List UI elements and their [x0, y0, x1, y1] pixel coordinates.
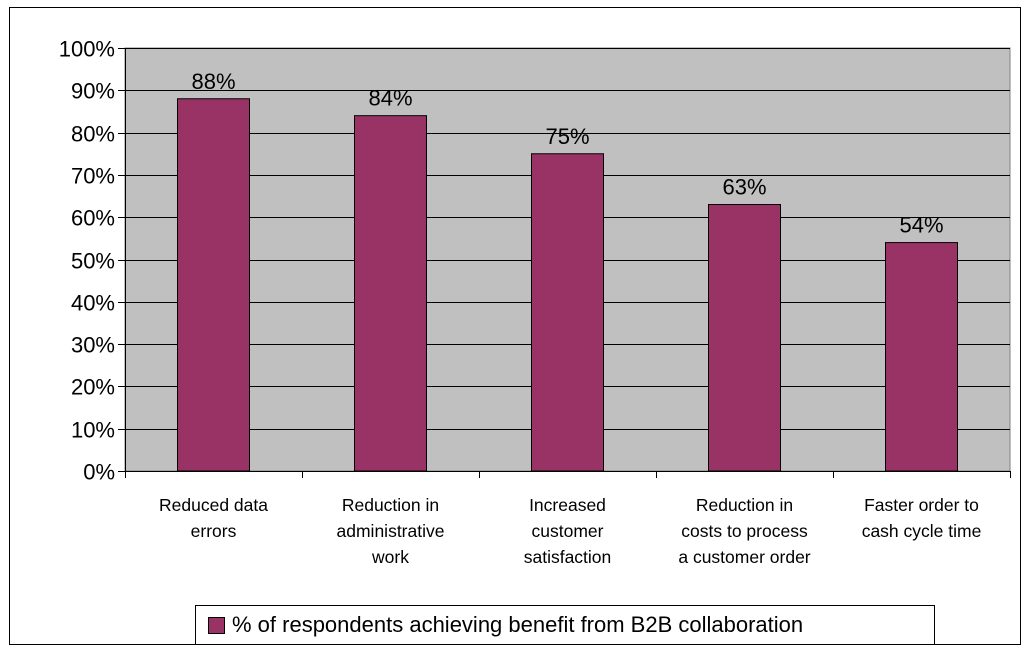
y-tick-label: 100% [59, 37, 115, 62]
y-tick-label: 40% [71, 291, 115, 316]
axes [118, 48, 1011, 478]
data-label: 75% [545, 124, 589, 149]
legend-swatch [208, 616, 225, 634]
data-label: 88% [191, 69, 235, 94]
category-label: work [371, 547, 409, 567]
category-label: administrative [337, 521, 445, 541]
bar [177, 98, 250, 472]
y-tick-label: 90% [71, 79, 115, 104]
y-tick-label: 20% [71, 375, 115, 400]
data-label: 54% [899, 213, 943, 238]
y-tick-label: 10% [71, 418, 115, 443]
y-tick-label: 80% [71, 122, 115, 147]
category-label: costs to process [681, 521, 808, 541]
category-label: cash cycle time [862, 521, 982, 541]
category-label: errors [191, 521, 237, 541]
data-label: 84% [368, 86, 412, 111]
data-label: 63% [722, 175, 766, 200]
labels: 0% 10% 20% 30% 40% 50% 60% 70% 80% 90% 100% 88% Redu… [59, 37, 982, 568]
y-tick-label: 0% [83, 460, 115, 485]
y-tick-label: 30% [71, 333, 115, 358]
y-tick-label: 50% [71, 249, 115, 274]
category-label: Reduction in [342, 495, 439, 515]
category-label: Faster order to [864, 495, 979, 515]
category-label: customer [532, 521, 604, 541]
category-label: a customer order [678, 547, 810, 567]
bar [885, 242, 958, 472]
category-label: Reduced data [159, 495, 268, 515]
bar [354, 115, 427, 472]
category-label: Reduction in [696, 495, 793, 515]
category-label: Increased [529, 495, 606, 515]
y-tick-label: 60% [71, 206, 115, 231]
bar [708, 204, 781, 472]
legend: % of respondents achieving benefit from … [195, 605, 935, 645]
category-label: satisfaction [524, 547, 612, 567]
bar [531, 153, 604, 472]
y-tick-label: 70% [71, 164, 115, 189]
legend-label: % of respondents achieving benefit from … [232, 612, 804, 637]
